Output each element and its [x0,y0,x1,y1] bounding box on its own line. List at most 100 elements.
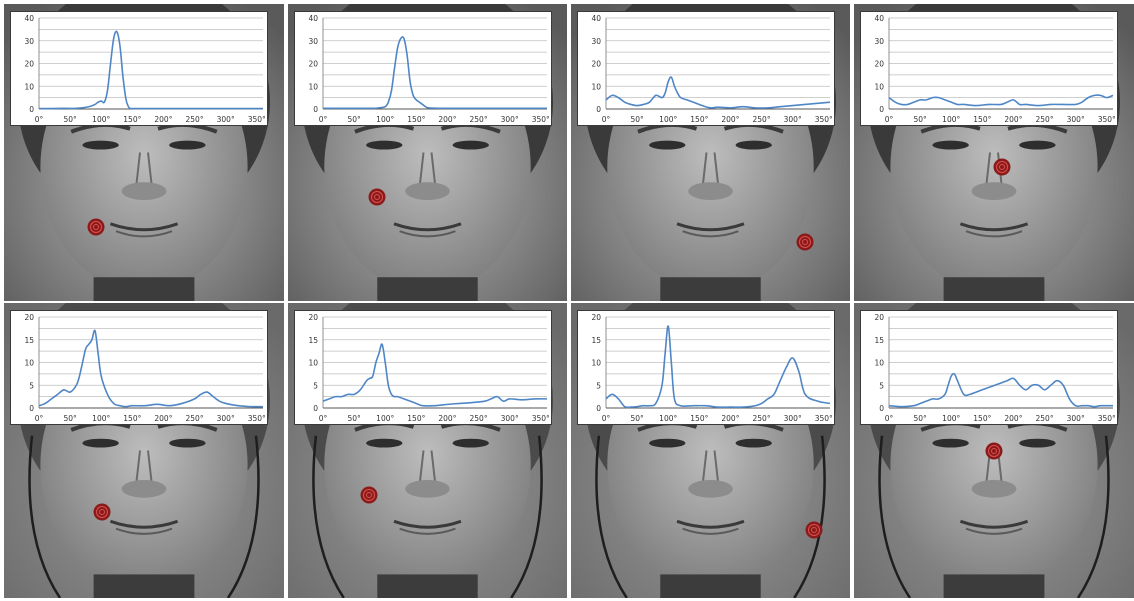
nose-tip [688,480,733,498]
x-tick-label: 250° [1036,115,1054,124]
angle-histogram-chart: 0 5 10 15 20 0° 50° 100° 150° 200° 250° 300° 350° [860,310,1118,425]
lower-lip-shape [682,230,739,238]
eye-shape [452,140,489,150]
x-tick-label: 100° [376,115,394,124]
y-tick-label: 0 [879,105,884,114]
angle-histogram-chart: 0 10 20 30 40 0° 50° 100° 150° 200° 250° 300° 350° [577,11,835,126]
target-marker-icon [993,158,1011,176]
series-line [605,325,831,409]
mouth-shape [393,519,462,529]
panel-r0-c2: 0 10 20 30 40 0° 50° 100° 150° 200° 250° 300° 350° [571,4,850,301]
mouth-shape [959,222,1029,232]
y-tick-label: 30 [874,37,884,46]
y-tick-label: 10 [308,359,318,368]
x-tick-label: 150° [973,115,991,124]
eye-shape [649,140,686,150]
y-tick-label: 10 [874,359,884,368]
panel-r0-c3: 0 10 20 30 40 0° 50° 100° 150° 200° 250° 300° 350° [854,4,1134,301]
y-tick-label: 20 [308,60,318,69]
line-chart-svg: 0 10 20 30 40 0° 50° 100° 150° 200° 250° 300° 350° [308,14,550,124]
x-tick-label: 50° [913,115,927,124]
neck-shape [93,277,195,301]
neck-shape [943,574,1045,598]
x-tick-label: 250° [186,115,204,124]
x-tick-label: 350° [532,414,550,423]
x-tick-label: 300° [501,414,519,423]
x-tick-label: 150° [690,115,708,124]
y-tick-label: 10 [308,82,318,91]
x-tick-label: 50° [630,414,644,423]
target-marker-icon [796,233,814,251]
x-tick-label: 250° [753,115,771,124]
headphone-cable [595,435,628,598]
x-tick-label: 200° [1004,115,1022,124]
neck-shape [93,574,195,598]
x-tick-label: 100° [376,414,394,423]
panel-r1-c3: 0 5 10 15 20 0° 50° 100° 150° 200° 250° 300° 350° [854,303,1134,598]
x-tick-label: 0° [319,414,328,423]
line-chart-svg: 0 10 20 30 40 0° 50° 100° 150° 200° 250° 300° 350° [874,14,1116,124]
series-line [38,30,263,110]
line-chart-svg: 0 10 20 30 40 0° 50° 100° 150° 200° 250° 300° 350° [591,14,833,124]
eye-shape [366,140,403,150]
y-tick-label: 30 [24,37,34,46]
x-tick-label: 0° [35,115,44,124]
x-tick-label: 0° [35,414,44,423]
panel-r0-c0: 0 10 20 30 40 0° 50° 100° 150° 200° 250° 300° 350° [4,4,284,301]
x-tick-label: 150° [973,414,991,423]
x-tick-label: 150° [407,414,425,423]
x-tick-label: 200° [1004,414,1022,423]
y-tick-label: 15 [308,336,318,345]
x-tick-label: 350° [532,115,550,124]
neck-shape [943,277,1045,301]
x-tick-label: 250° [470,414,488,423]
y-tick-label: 5 [29,381,34,390]
y-tick-label: 20 [308,313,318,322]
x-tick-label: 250° [1036,414,1054,423]
y-tick-label: 20 [874,60,884,69]
neck-shape [377,574,478,598]
neck-shape [377,277,478,301]
lower-lip-shape [965,230,1023,238]
x-tick-label: 100° [659,414,677,423]
lower-lip-shape [115,230,173,238]
neck-shape [660,277,761,301]
nose-tip [405,182,450,201]
eye-shape [169,438,206,448]
panel-r1-c0: 0 5 10 15 20 0° 50° 100° 150° 200° 250° 300° 350° [4,303,284,598]
x-tick-label: 100° [659,115,677,124]
nose-tip [971,182,1017,201]
x-tick-label: 50° [347,414,361,423]
headphone-cable [312,435,345,598]
target-marker-icon [93,503,111,521]
y-tick-label: 10 [874,82,884,91]
x-tick-label: 150° [407,115,425,124]
nose-tip [121,182,167,201]
panel-r1-c2: 0 5 10 15 20 0° 50° 100° 150° 200° 250° 300° 350° [571,303,850,598]
x-tick-label: 200° [721,115,739,124]
lower-lip-shape [682,527,739,535]
x-tick-label: 300° [501,115,519,124]
y-tick-label: 5 [313,381,318,390]
x-tick-label: 100° [92,115,110,124]
target-marker-icon [985,442,1003,459]
headphone-cable [28,435,62,598]
x-tick-label: 350° [248,115,266,124]
x-tick-label: 350° [248,414,266,423]
x-tick-label: 200° [438,115,456,124]
series-line [605,76,831,109]
eye-shape [82,438,119,448]
target-marker-icon [360,486,378,504]
y-tick-label: 40 [874,14,884,23]
nose-tip [121,480,167,498]
target-marker-icon [805,521,823,539]
y-tick-label: 0 [313,404,318,413]
x-tick-label: 50° [913,414,927,423]
neck-shape [660,574,761,598]
x-tick-label: 200° [154,115,172,124]
x-tick-label: 200° [154,414,172,423]
eye-shape [735,438,772,448]
y-tick-label: 20 [24,313,34,322]
